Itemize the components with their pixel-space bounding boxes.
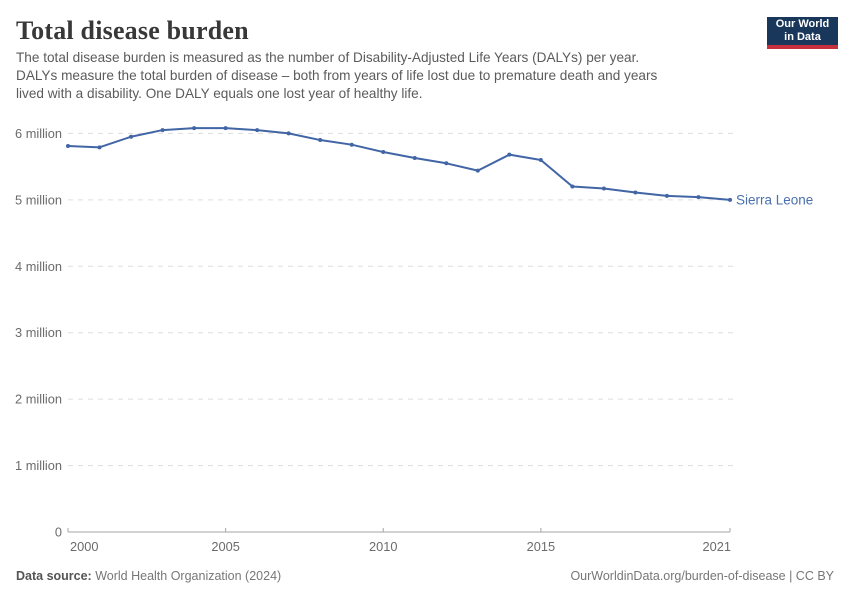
data-point-2018[interactable] xyxy=(633,190,638,195)
x-axis-tick-label: 2005 xyxy=(211,539,239,554)
y-axis-tick-label: 1 million xyxy=(15,458,62,473)
subtitle-line: DALYs measure the total burden of diseas… xyxy=(16,68,658,83)
page-title: Total disease burden xyxy=(16,16,249,45)
subtitle-line: lived with a disability. One DALY equals… xyxy=(16,86,423,101)
data-point-2014[interactable] xyxy=(507,152,512,157)
chart-footer: Data source: World Health Organization (… xyxy=(16,569,834,583)
data-point-2008[interactable] xyxy=(318,138,323,143)
data-line[interactable] xyxy=(67,127,731,201)
y-axis-tick-label: 5 million xyxy=(15,192,62,207)
y-axis-tick-label: 4 million xyxy=(15,259,62,274)
owid-logo[interactable]: Our World in Data xyxy=(767,17,838,49)
y-axis-tick-label: 0 xyxy=(55,525,62,540)
data-point-2001[interactable] xyxy=(97,145,102,150)
data-point-2010[interactable] xyxy=(381,150,386,155)
data-point-2005[interactable] xyxy=(223,126,228,131)
data-point-2007[interactable] xyxy=(286,131,291,136)
data-point-2012[interactable] xyxy=(444,161,449,166)
data-source-text: World Health Organization (2024) xyxy=(91,569,282,583)
data-point-2004[interactable] xyxy=(192,126,197,131)
x-axis-tick-label: 2015 xyxy=(527,539,555,554)
data-point-2009[interactable] xyxy=(349,142,354,147)
data-point-2013[interactable] xyxy=(475,168,480,173)
owid-logo-line1: Our World xyxy=(775,18,830,30)
data-point-2011[interactable] xyxy=(412,155,417,160)
data-point-2002[interactable] xyxy=(129,134,134,139)
entity-label[interactable]: Sierra Leone xyxy=(736,192,813,207)
data-point-2006[interactable] xyxy=(255,128,260,133)
chart-subtitle: The total disease burden is measured as … xyxy=(16,49,657,103)
data-point-2003[interactable] xyxy=(160,128,165,133)
subtitle-line: The total disease burden is measured as … xyxy=(16,50,640,65)
data-point-2015[interactable] xyxy=(538,157,543,162)
y-axis-tick-label: 6 million xyxy=(15,126,62,141)
data-point-2017[interactable] xyxy=(601,186,606,191)
y-axis-tick-label: 3 million xyxy=(15,325,62,340)
credit-link[interactable]: OurWorldinData.org/burden-of-disease | C… xyxy=(570,569,834,583)
owid-logo-line2: in Data xyxy=(784,31,821,43)
data-point-2021[interactable] xyxy=(728,197,732,202)
x-axis-tick-label: 2010 xyxy=(369,539,397,554)
data-source-label: Data source: xyxy=(16,569,92,583)
x-axis-tick-label: 2000 xyxy=(70,539,98,554)
x-axis-tick-label: 2021 xyxy=(703,539,731,554)
data-point-2019[interactable] xyxy=(664,193,669,198)
data-point-2020[interactable] xyxy=(696,195,701,200)
data-point-2016[interactable] xyxy=(570,184,575,189)
data-point-2000[interactable] xyxy=(66,144,70,149)
data-source: Data source: World Health Organization (… xyxy=(16,569,281,583)
y-axis-tick-label: 2 million xyxy=(15,392,62,407)
